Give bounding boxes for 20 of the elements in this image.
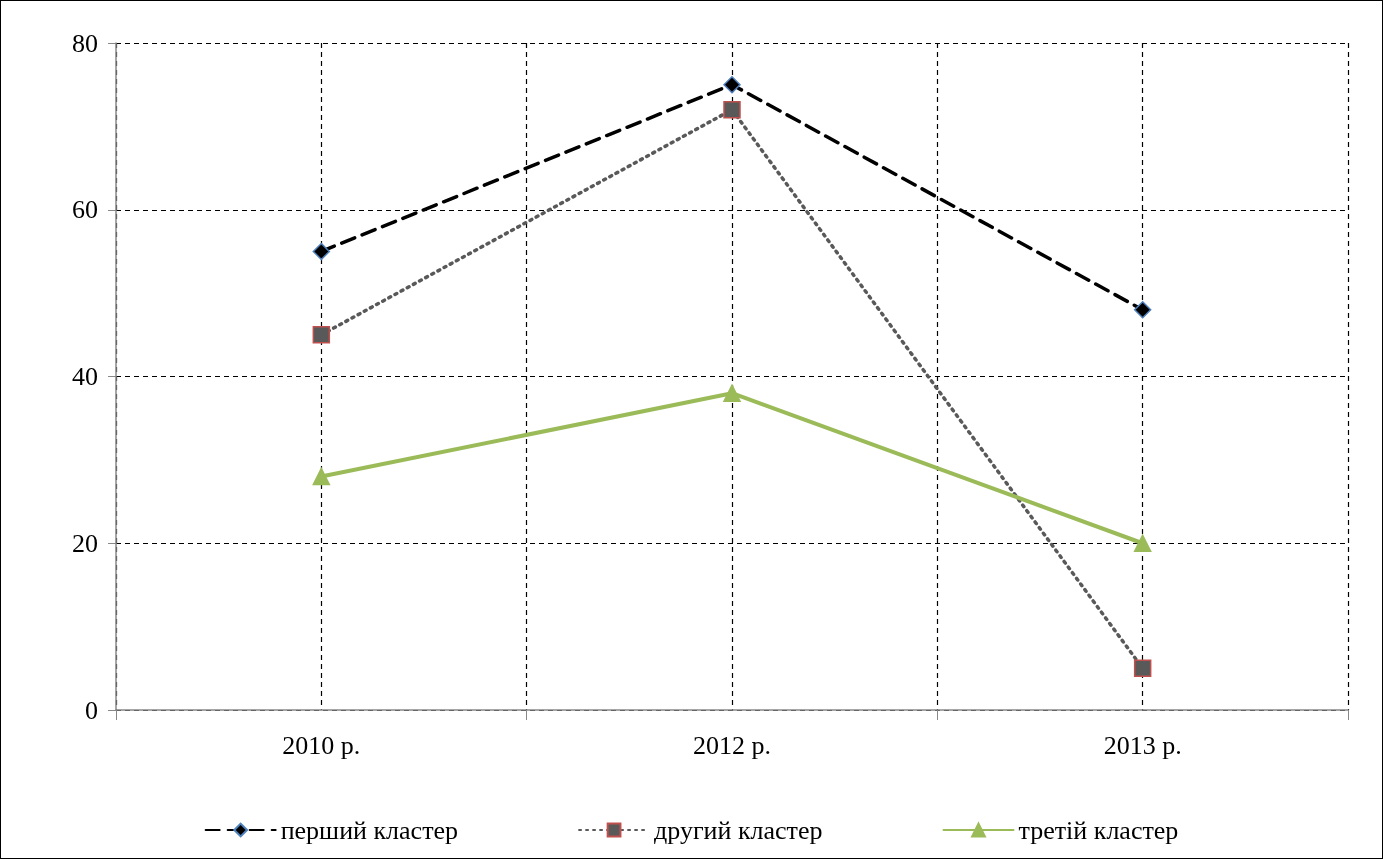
y-tick-label: 60 <box>72 195 98 225</box>
x-tick-label: 2010 р. <box>282 730 361 760</box>
point <box>1133 659 1152 678</box>
x-tick-label: 2013 р. <box>1103 730 1182 760</box>
y-tick-label: 0 <box>85 695 98 725</box>
y-tick-label: 40 <box>72 362 98 391</box>
x-tick-label: 2012 р. <box>693 730 771 760</box>
point <box>1133 301 1152 319</box>
legend-label: перший кластер <box>280 815 459 845</box>
y-tick-label: 20 <box>72 528 98 558</box>
y-tick-label: 80 <box>72 28 98 58</box>
legend-label: другий кластер <box>654 815 823 845</box>
point <box>312 242 331 261</box>
point <box>312 326 331 344</box>
point <box>723 100 741 119</box>
legend-label: третій кластер <box>1018 815 1179 845</box>
point <box>1133 534 1152 552</box>
point <box>723 384 741 402</box>
point <box>312 467 331 486</box>
point <box>723 75 741 94</box>
